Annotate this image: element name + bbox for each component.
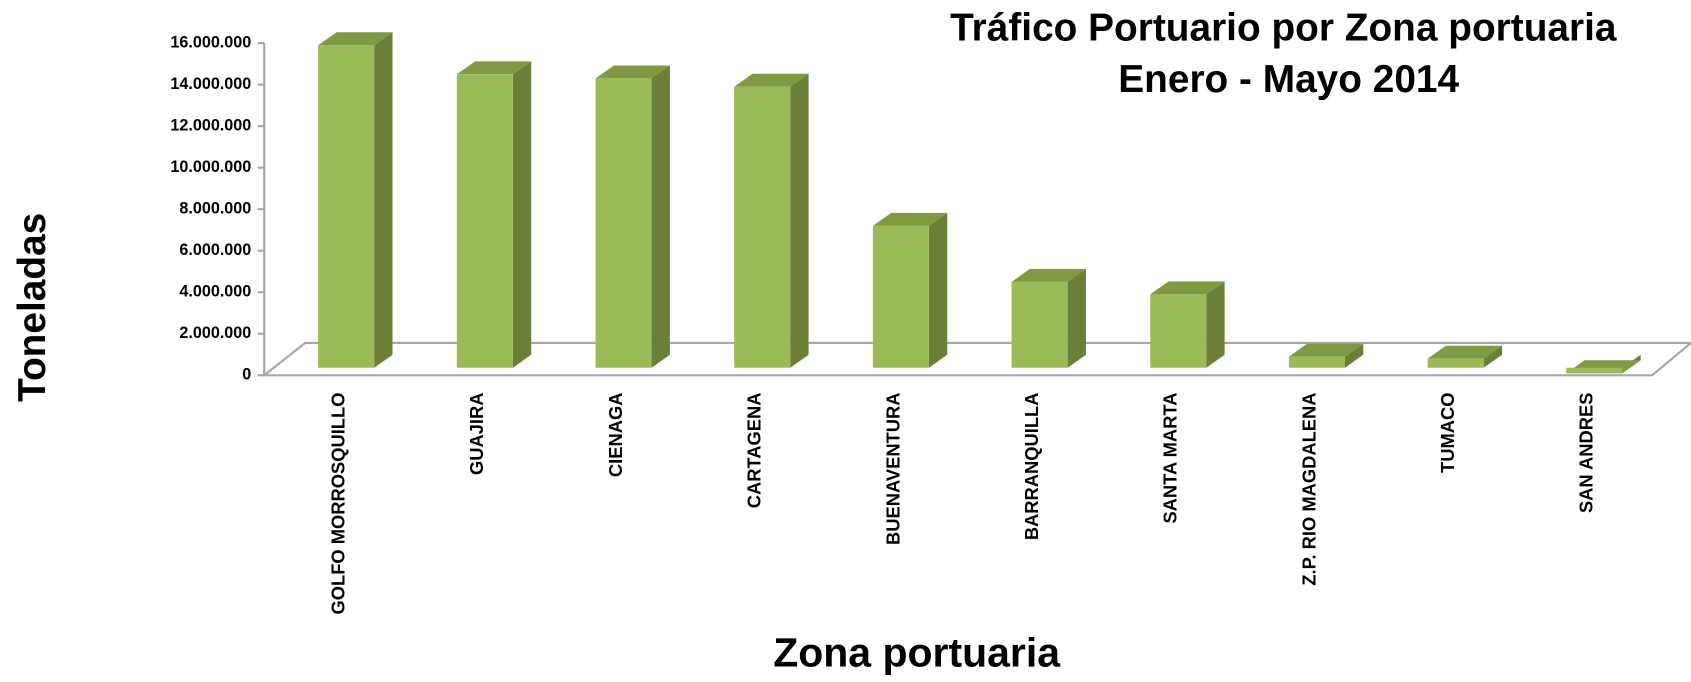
bar bbox=[1011, 281, 1068, 368]
x-tick-label: GUAJIRA bbox=[466, 393, 487, 476]
bar-top bbox=[1288, 343, 1364, 357]
bar-side bbox=[1206, 281, 1225, 368]
bar bbox=[1566, 367, 1623, 374]
bar-top bbox=[872, 212, 948, 226]
bar-side bbox=[651, 65, 670, 368]
x-tick-label: SANTA MARTA bbox=[1160, 393, 1181, 524]
bar bbox=[1150, 294, 1207, 368]
bar bbox=[456, 74, 513, 368]
chart-title: Tráfico Portuario por Zona portuaria bbox=[950, 6, 1617, 49]
bar-side bbox=[790, 73, 809, 368]
x-tick-label: CIENAGA bbox=[605, 393, 626, 478]
bar-top bbox=[595, 65, 670, 79]
chart-body: Tráfico Portuario por Zona portuaria Ene… bbox=[11, 6, 1691, 675]
y-tick-label: 8.000.000 bbox=[179, 199, 251, 217]
bar-side bbox=[1483, 345, 1502, 368]
y-axis-title: Toneladas bbox=[11, 213, 54, 402]
bar-top bbox=[1427, 345, 1502, 359]
bar-top bbox=[734, 73, 809, 87]
x-axis-title: Zona portuaria bbox=[773, 629, 1061, 675]
bar-side bbox=[928, 212, 948, 368]
bar-top bbox=[1011, 268, 1086, 282]
y-tick-label: 14.000.000 bbox=[170, 75, 251, 93]
x-tick-label: BARRANQUILLA bbox=[1021, 393, 1042, 541]
bar-side bbox=[374, 32, 393, 368]
bar-top bbox=[456, 61, 532, 75]
y-tick-label: 2.000.000 bbox=[179, 324, 251, 342]
x-tick-label: TUMACO bbox=[1437, 393, 1458, 473]
y-tick-label: 10.000.000 bbox=[170, 158, 251, 176]
bar-top bbox=[318, 32, 393, 46]
x-tick-label: Z.P. RIO MAGDALENA bbox=[1298, 393, 1319, 586]
bar bbox=[1288, 356, 1345, 368]
bar-side bbox=[1067, 268, 1086, 368]
bar bbox=[872, 225, 929, 368]
y-tick-label: 12.000.000 bbox=[170, 116, 251, 134]
chart-subtitle: Enero - Mayo 2014 bbox=[1118, 58, 1459, 101]
x-tick-label: BUENAVENTURA bbox=[882, 393, 903, 545]
y-tick-label: 0 bbox=[242, 366, 251, 384]
x-tick-label: SAN ANDRES bbox=[1576, 393, 1597, 514]
x-tick-label: GOLFO MORROSQUILLO bbox=[328, 393, 349, 615]
y-tick-label: 6.000.000 bbox=[179, 241, 251, 259]
bar bbox=[318, 45, 375, 368]
bar bbox=[1427, 358, 1484, 368]
bar-side bbox=[1344, 343, 1364, 368]
y-tick-label: 4.000.000 bbox=[179, 283, 251, 301]
bar bbox=[734, 86, 791, 368]
x-tick-label: CARTAGENA bbox=[744, 393, 765, 509]
bar-side bbox=[512, 61, 532, 368]
bar bbox=[595, 78, 652, 368]
bar-top bbox=[1150, 281, 1225, 295]
y-tick-label: 16.000.000 bbox=[170, 33, 251, 51]
